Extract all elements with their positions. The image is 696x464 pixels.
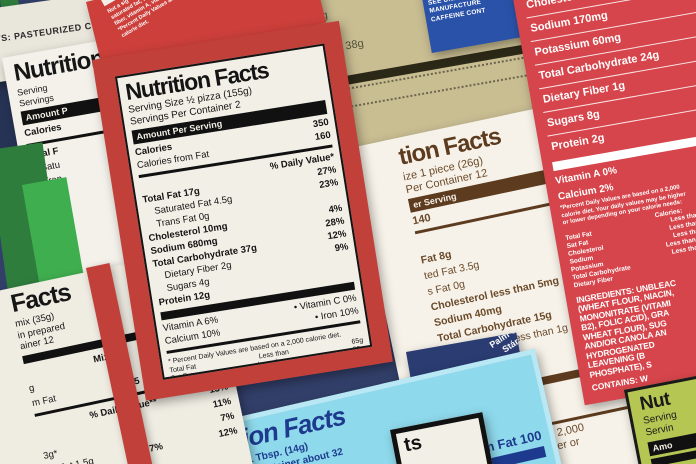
row-l: g xyxy=(27,382,36,394)
row-r: 160 xyxy=(314,129,332,143)
calories-value: 140 xyxy=(411,211,432,228)
row-r: 9% xyxy=(333,241,350,255)
row-m: 7% xyxy=(148,440,164,455)
row-r: 20g xyxy=(352,344,365,354)
main-label-rows: Calories 350 Calories from Fat 160% Daily V… xyxy=(134,116,356,321)
row-l: Protein 2g xyxy=(550,131,606,154)
main-label-panel: Nutrition Facts Serving Size ½ pizza (15… xyxy=(114,43,373,380)
main-nutrition-label: Nutrition Facts Serving Size ½ pizza (15… xyxy=(92,20,393,401)
fragment-text: ts xyxy=(402,431,424,457)
row-r: 12% xyxy=(217,424,239,440)
ingredient-strip-text: NTS: PASTEURIZED C xyxy=(0,20,93,46)
